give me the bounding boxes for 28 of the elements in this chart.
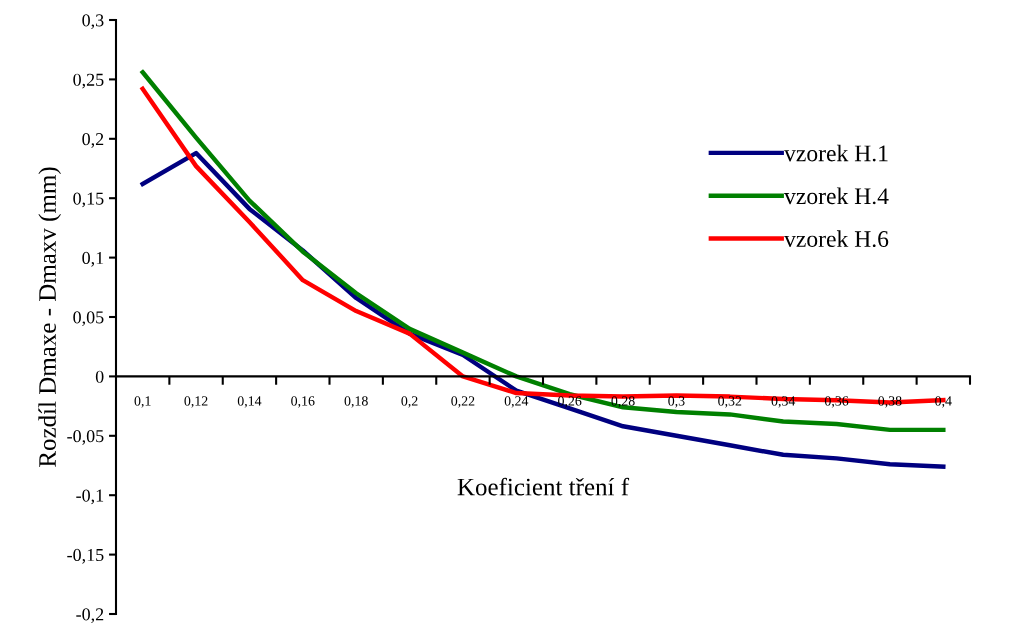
legend-label: vzorek H.6	[784, 230, 889, 248]
y-tick-label: 0,2	[82, 133, 104, 148]
x-tick-label: 0,26	[558, 396, 582, 408]
x-tick-label: 0,18	[344, 396, 368, 408]
y-tick-label: 0,3	[82, 14, 104, 30]
x-tick-label: 0,12	[184, 396, 208, 408]
y-tick-label: 0,05	[73, 311, 104, 327]
y-tick-label: -0,15	[67, 548, 104, 564]
x-tick-label: 0,22	[451, 396, 475, 408]
x-tick-label: 0,14	[237, 396, 262, 408]
y-tick-label: 0,15	[73, 192, 104, 208]
x-tick-label: 0,3	[668, 396, 685, 408]
y-tick-label: -0,1	[76, 489, 104, 505]
y-tick-label: 0,25	[73, 73, 104, 89]
y-axis-title: Rozdíl Dmaxe - Dmaxv (mm)	[38, 167, 62, 467]
x-tick-label: 0,16	[291, 396, 315, 408]
x-tick-label: 0,2	[401, 396, 418, 408]
legend-label: vzorek H.1	[784, 144, 888, 162]
x-axis-title: Koeficient tření f	[457, 477, 630, 496]
x-tick-label: 0,36	[824, 396, 849, 408]
x-tick-label: 0,24	[504, 396, 529, 408]
y-tick-label: -0,2	[76, 608, 104, 624]
legend-label: vzorek H.4	[784, 187, 889, 205]
y-tick-label: 0	[95, 370, 104, 383]
y-tick-label: 0,1	[82, 251, 104, 267]
x-tick-label: 0,1	[134, 396, 151, 408]
y-tick-label: -0,05	[67, 430, 104, 445]
x-tick-label: 0,32	[718, 396, 742, 408]
